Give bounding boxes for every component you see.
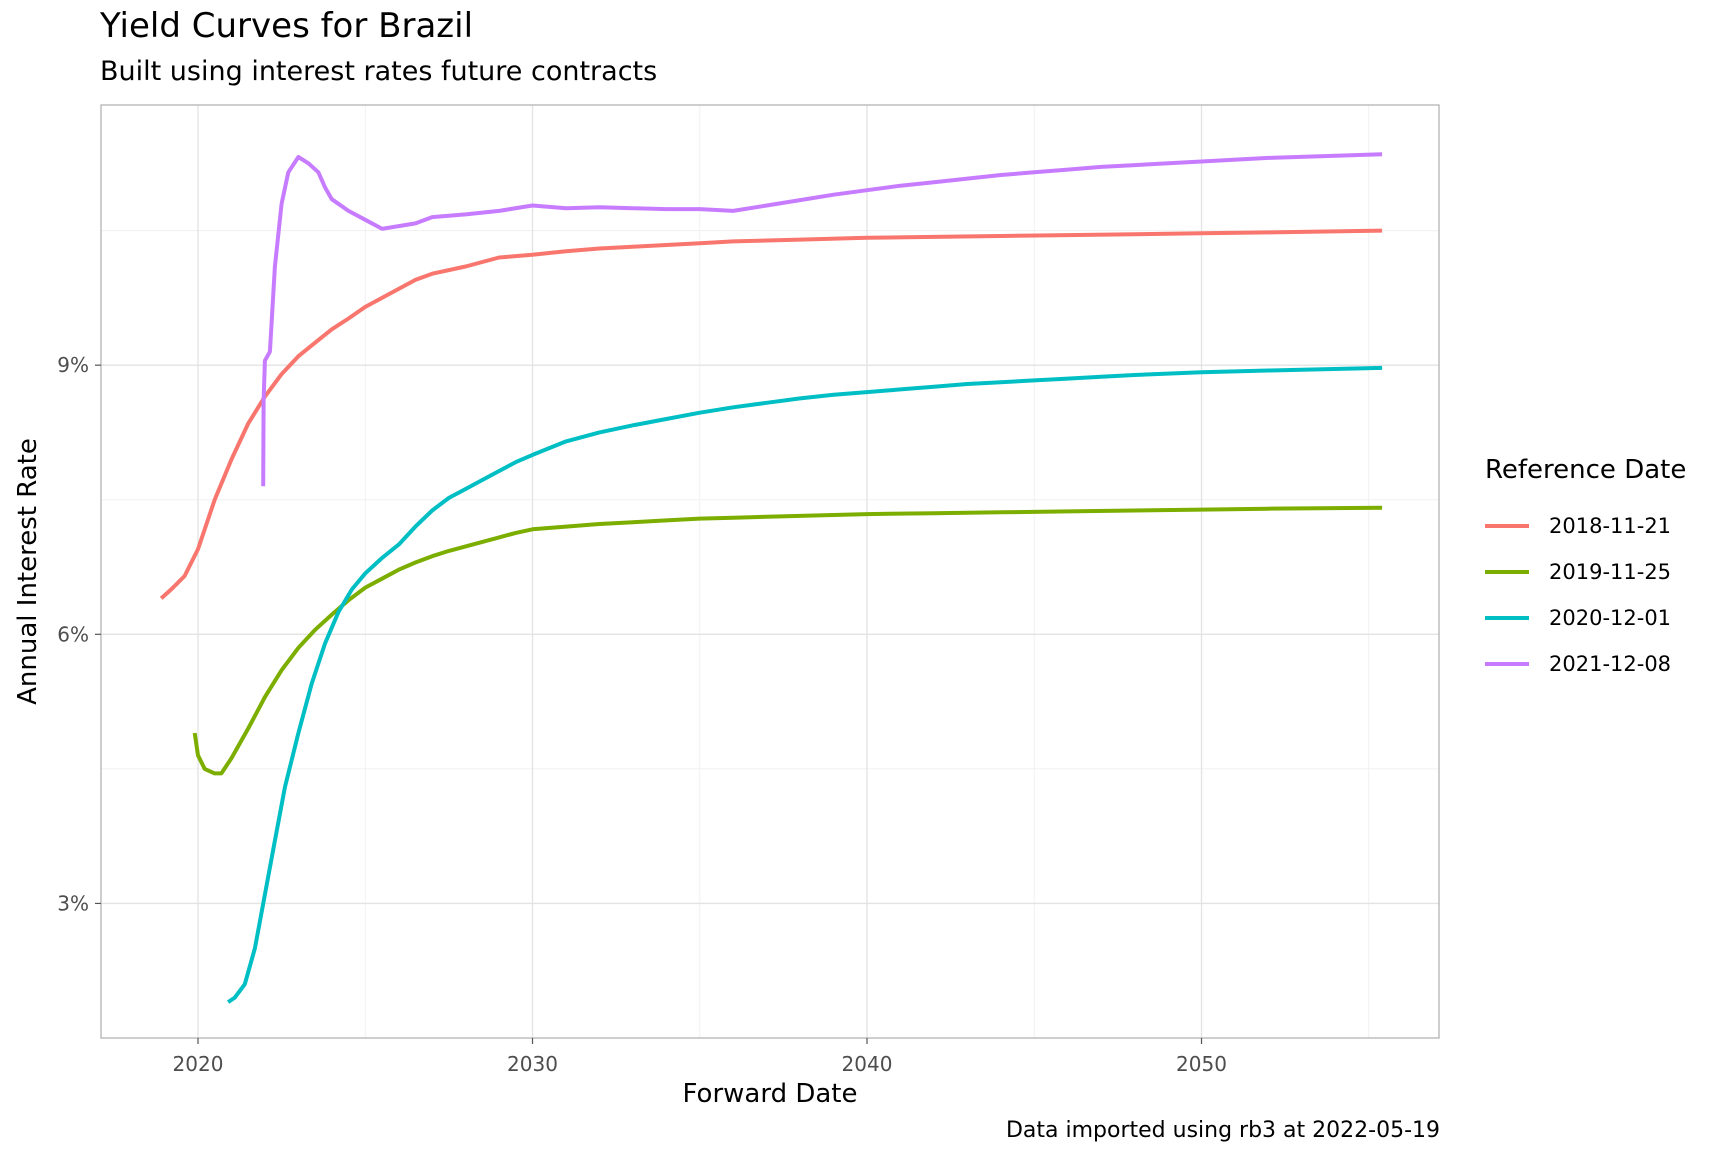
series-line-2018-11-21 bbox=[159, 228, 1383, 600]
legend-label: 2021-12-08 bbox=[1549, 652, 1672, 676]
x-axis-label: Forward Date bbox=[683, 1079, 858, 1109]
x-tick-label: 2030 bbox=[507, 1052, 558, 1076]
major-gridlines bbox=[101, 105, 1439, 1038]
minor-gridlines bbox=[101, 105, 1439, 1039]
legend-swatch bbox=[1485, 570, 1529, 574]
legend-label: 2018-11-21 bbox=[1549, 514, 1672, 538]
legend-title: Reference Date bbox=[1485, 455, 1687, 485]
series-line-2021-12-08 bbox=[261, 152, 1383, 487]
chart-caption: Data imported using rb3 at 2022-05-19 bbox=[1005, 1118, 1440, 1143]
legend-item: 2019-11-25 bbox=[1485, 549, 1686, 595]
x-tick-label: 2020 bbox=[173, 1052, 224, 1076]
legend-label: 2019-11-25 bbox=[1549, 560, 1672, 584]
legend-item: 2018-11-21 bbox=[1485, 503, 1686, 549]
legend: Reference Date 2018-11-21 2019-11-25 2020-… bbox=[1485, 455, 1686, 687]
series-line-2020-12-01 bbox=[226, 365, 1383, 1004]
x-tick-label: 2050 bbox=[1176, 1052, 1227, 1076]
legend-label: 2020-12-01 bbox=[1549, 606, 1672, 630]
y-tick-label: 6% bbox=[57, 622, 89, 646]
y-tick-label: 3% bbox=[57, 891, 89, 915]
series-lines bbox=[159, 152, 1383, 1004]
y-tick-label: 9% bbox=[57, 353, 89, 377]
y-axis-label: Annual Interest Rate bbox=[13, 438, 43, 705]
legend-swatch bbox=[1485, 662, 1529, 666]
chart-subtitle: Built using interest rates future contra… bbox=[100, 56, 658, 87]
legend-items: 2018-11-21 2019-11-25 2020-12-01 2021-12-08 bbox=[1485, 503, 1686, 687]
axis-ticks: 2020 2030 2040 2050 3% 6% 9% bbox=[57, 353, 1227, 1076]
x-tick-label: 2040 bbox=[842, 1052, 893, 1076]
legend-swatch bbox=[1485, 616, 1529, 620]
chart-title: Yield Curves for Brazil bbox=[100, 6, 474, 46]
legend-item: 2021-12-08 bbox=[1485, 641, 1686, 687]
legend-item: 2020-12-01 bbox=[1485, 595, 1686, 641]
series-line-2019-11-25 bbox=[192, 505, 1383, 776]
legend-swatch bbox=[1485, 524, 1529, 528]
plot-panel-border bbox=[100, 104, 1440, 1039]
